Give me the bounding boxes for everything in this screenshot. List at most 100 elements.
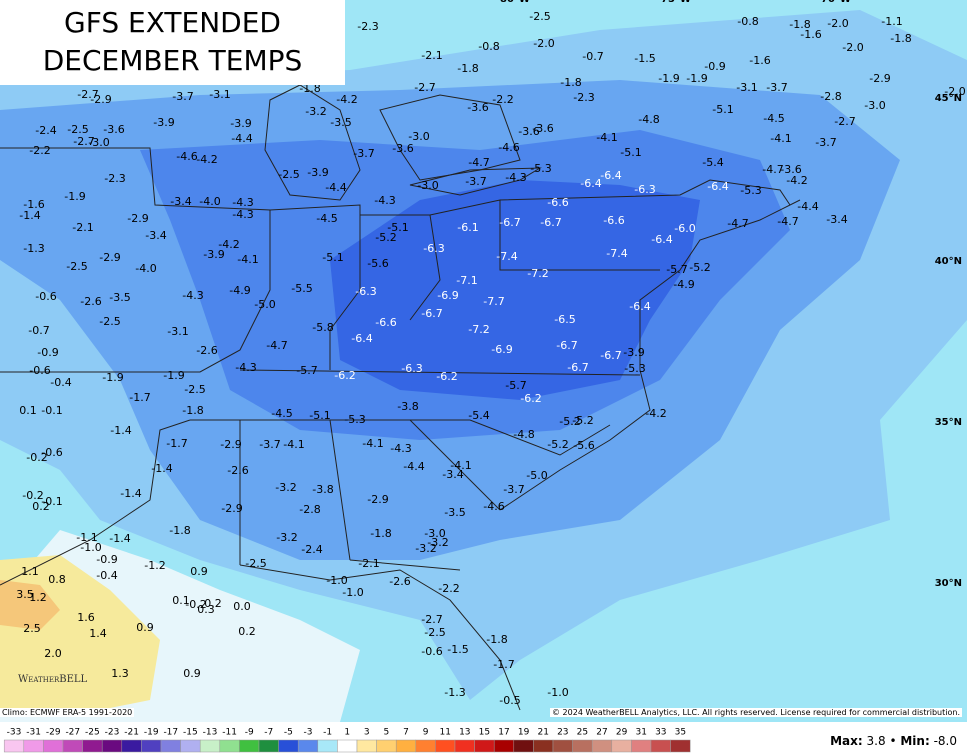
warm-region [0, 580, 60, 630]
temperature-label: -1.8 [182, 404, 203, 417]
temperature-label: -0.9 [704, 60, 725, 73]
temperature-label: -0.9 [96, 553, 117, 566]
temperature-label: -2.1 [421, 49, 442, 62]
temperature-label: 1.3 [111, 667, 129, 680]
lon-label: 75°W [661, 0, 691, 5]
temperature-label: -3.9 [623, 346, 644, 359]
colorbar: -33 -31 -29 -27 -25 -23 -21 -19 -17 -15 -13 -11 -9 -7… [3, 728, 691, 753]
temperature-label: 2.0 [44, 647, 62, 660]
temperature-label: -7.4 [496, 250, 517, 263]
temperature-label: 0.0 [233, 600, 251, 613]
temperature-label: -3.6 [392, 142, 413, 155]
temperature-label: -2.3 [104, 172, 125, 185]
lat-label: 40°N [935, 256, 962, 267]
temperature-label: -4.6 [176, 150, 197, 163]
temperature-label: -1.5 [634, 52, 655, 65]
colorbar-tick-label: 27 [596, 728, 607, 738]
temperature-label: 0.1 [172, 594, 190, 607]
temperature-label: -4.3 [505, 171, 526, 184]
temperature-label: -6.6 [547, 196, 568, 209]
temperature-label: -6.6 [375, 316, 396, 329]
temperature-label: 1.1 [21, 565, 39, 578]
temperature-label: -1.9 [102, 371, 123, 384]
lat-label: 35°N [935, 417, 962, 428]
temperature-label: -1.8 [457, 62, 478, 75]
map: 45°N 40°N 35°N 30°N 80°W 75°W 70°W -2.3 -2.5 -0.8… [0, 0, 967, 722]
temperature-label: -4.5 [316, 212, 337, 225]
temperature-label: -4.3 [374, 194, 395, 207]
temperature-label: -3.1 [167, 325, 188, 338]
temperature-label: -4.9 [229, 284, 250, 297]
colorbar-swatch [141, 739, 162, 753]
temperature-label: -1.1 [76, 531, 97, 544]
temperature-label: -4.0 [135, 262, 156, 275]
colorbar-tick-label: -29 [46, 728, 61, 738]
colorbar-swatch [62, 739, 83, 753]
lon-label: 70°W [821, 0, 851, 5]
temperature-label: -4.5 [271, 407, 292, 420]
temperature-label: -4.7 [468, 156, 489, 169]
temperature-label: -1.4 [110, 424, 131, 437]
temperature-label: -6.6 [603, 214, 624, 227]
lon-label: 80°W [500, 0, 530, 5]
temperature-label: -4.4 [797, 200, 818, 213]
temperature-label: -1.8 [370, 527, 391, 540]
temperature-label: -2.2 [438, 582, 459, 595]
colorbar-tick-label: 21 [537, 728, 548, 738]
temperature-label: -1.9 [658, 72, 679, 85]
temperature-label: -1.0 [342, 586, 363, 599]
temperature-label: -4.4 [325, 181, 346, 194]
temperature-label: -3.2 [415, 542, 436, 555]
temperature-label: -2.5 [424, 626, 445, 639]
colorbar-swatch [180, 739, 201, 753]
temperature-label: -7.4 [606, 247, 627, 260]
colorbar-swatch [435, 739, 456, 753]
temperature-label: -6.2 [334, 369, 355, 382]
temperature-label: -2.9 [220, 438, 241, 451]
temperature-label: -0.6 [421, 645, 442, 658]
temperature-label: -4.3 [390, 442, 411, 455]
temperature-label: -3.6 [518, 125, 539, 138]
colorbar-tick-label: -27 [65, 728, 80, 738]
colorbar-swatch [278, 739, 299, 753]
temperature-label: -6.4 [707, 180, 728, 193]
temperature-label: -4.3 [232, 196, 253, 209]
temperature-label: -3.7 [766, 81, 787, 94]
temperature-label: -1.8 [789, 18, 810, 31]
temperature-label: -1.8 [890, 32, 911, 45]
separator: • [889, 734, 897, 748]
temperature-label: -0.6 [29, 364, 50, 377]
temperature-label: -2.7 [73, 135, 94, 148]
temperature-label: -4.2 [218, 238, 239, 251]
colorbar-swatch [297, 739, 319, 753]
colorbar-tick-label: 25 [577, 728, 588, 738]
colorbar-tick-label: 33 [655, 728, 666, 738]
border [429, 199, 660, 271]
lat-label: 30°N [935, 578, 962, 589]
temperature-label: -4.7 [727, 217, 748, 230]
temperature-label: -6.5 [554, 313, 575, 326]
temperature-label: -1.8 [560, 76, 581, 89]
temperature-label: -2.4 [301, 543, 322, 556]
temperature-label: -3.7 [259, 438, 280, 451]
lake-erie [409, 167, 542, 196]
temperature-label: -0.5 [499, 694, 520, 707]
temperature-label: -7.2 [468, 323, 489, 336]
temperature-label: -4.1 [283, 438, 304, 451]
border [269, 204, 361, 370]
temperature-label: -2.9 [869, 72, 890, 85]
temperature-label: -5.7 [296, 364, 317, 377]
border [0, 147, 271, 373]
temperature-label: -3.2 [276, 531, 297, 544]
colorbar-tick-label: -7 [264, 728, 273, 738]
temperature-label: 0.9 [183, 667, 201, 680]
temperature-label: -2.9 [90, 93, 111, 106]
temperature-label: -6.4 [580, 177, 601, 190]
colorbar-tick-label: 1 [344, 728, 350, 738]
colorbar-swatch [239, 739, 260, 753]
temperature-label: -0.6 [35, 290, 56, 303]
temperature-label: -3.0 [408, 130, 429, 143]
temperature-label: -5.3 [344, 413, 365, 426]
colorbar-swatch [23, 739, 44, 753]
temperature-label: -5.7 [666, 263, 687, 276]
